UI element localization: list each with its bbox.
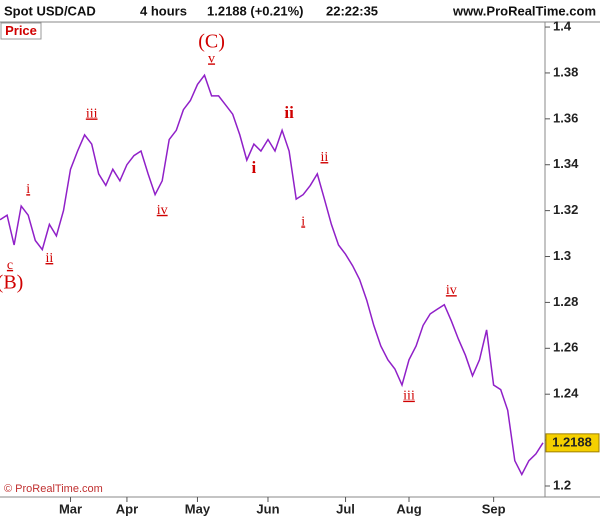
wave-label: ii xyxy=(45,251,53,266)
y-tick-label: 1.38 xyxy=(553,64,578,79)
wave-label: i xyxy=(26,182,30,197)
wave-label: iv xyxy=(157,203,168,218)
wave-label: (C) xyxy=(198,31,225,53)
wave-label: iii xyxy=(403,389,415,404)
last-price-box xyxy=(545,433,600,453)
footer: © ProRealTime.com xyxy=(4,483,103,495)
y-tick-label: 1.24 xyxy=(553,386,579,401)
wave-label: ii xyxy=(320,150,328,165)
site: www.ProRealTime.com xyxy=(452,3,596,18)
symbol: Spot USD/CAD xyxy=(4,3,96,18)
y-tick-label: 1.36 xyxy=(553,110,578,125)
wave-label: ii xyxy=(284,103,294,122)
time: 22:22:35 xyxy=(326,3,378,18)
x-tick-label: May xyxy=(185,501,211,516)
period: 4 hours xyxy=(140,3,187,18)
x-tick-label: Apr xyxy=(116,501,138,516)
x-tick-label: Jul xyxy=(336,501,355,516)
price-line xyxy=(0,73,544,477)
panel-label: Price xyxy=(5,23,37,38)
wave-label: i xyxy=(252,158,257,177)
y-tick-label: 1.26 xyxy=(553,340,578,355)
last-price-label: 1.2188 xyxy=(552,434,592,449)
x-tick-label: Sep xyxy=(482,501,506,516)
quote: 1.2188 (+0.21%) xyxy=(207,3,303,18)
wave-label: v xyxy=(208,51,215,66)
y-tick-label: 1.28 xyxy=(553,294,578,309)
y-tick-label: 1.32 xyxy=(553,202,578,217)
y-tick-label: 1.2 xyxy=(553,477,571,492)
panel-label-box xyxy=(0,22,42,40)
x-tick-label: Aug xyxy=(396,501,421,516)
wave-label: iv xyxy=(446,283,457,298)
x-tick-label: Jun xyxy=(256,501,279,516)
wave-label: c xyxy=(7,258,13,273)
y-tick-label: 1.34 xyxy=(553,156,579,171)
wave-label: (B) xyxy=(0,272,23,294)
y-tick-label: 1.4 xyxy=(553,18,572,33)
x-tick-label: Mar xyxy=(59,501,82,516)
wave-label: iii xyxy=(86,106,98,121)
wave-label: i xyxy=(301,214,305,229)
y-tick-label: 1.3 xyxy=(553,248,571,263)
